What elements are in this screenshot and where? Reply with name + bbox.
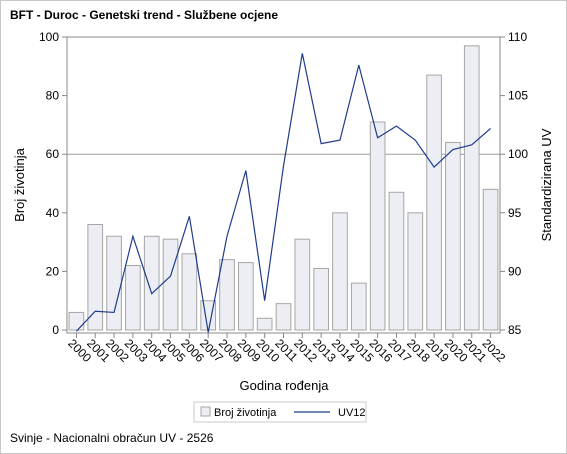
y-axis-label: Broj životinja [12, 147, 27, 221]
bar-2010 [256, 317, 273, 331]
bar-2008 [219, 259, 235, 331]
right-tick-label: 105 [508, 89, 528, 103]
bar-2018 [407, 212, 424, 331]
legend-box [193, 401, 367, 423]
bar-2020 [445, 141, 461, 331]
bar-2009 [238, 262, 254, 331]
footnote: Svinje - Nacionalni obračun UV - 2526 [10, 431, 214, 445]
right-tick-label: 110 [508, 30, 527, 44]
right-tick-label: 85 [508, 323, 522, 337]
bar-2003 [125, 265, 141, 331]
y2-axis-label: Standardizirana UV [539, 128, 554, 241]
left-tick-label: 20 [46, 264, 60, 278]
bar-2013 [313, 267, 329, 331]
left-tick-label: 60 [46, 147, 60, 161]
bar-2022 [482, 188, 499, 331]
right-tick-label: 95 [508, 206, 522, 220]
left-tick-label: 0 [52, 323, 59, 337]
right-tick-label: 100 [508, 147, 528, 161]
bar-2017 [388, 191, 405, 331]
x-axis-ticks: 2000200120022003200420052006200720082009… [65, 333, 508, 365]
bars-group [68, 45, 499, 331]
right-axis-ticks: 85 90 95 100 105 110 [500, 30, 528, 337]
bar-2016 [369, 121, 386, 331]
left-axis-ticks: 0 20 40 60 80 100 [39, 30, 67, 337]
bar-2015 [350, 282, 367, 331]
x-axis-label: Godina rođenja [240, 378, 330, 393]
bar-2011 [275, 303, 292, 331]
left-tick-label: 40 [46, 206, 60, 220]
bar-2021 [463, 45, 480, 331]
uv12-line [75, 53, 491, 333]
legend-bar-swatch [200, 406, 211, 417]
bar-2005 [162, 238, 179, 331]
left-tick-label: 100 [39, 30, 59, 44]
legend: Broj životinja UV12 [193, 401, 367, 423]
bar-2000 [68, 311, 85, 331]
bar-2004 [143, 235, 160, 331]
bar-2019 [426, 74, 442, 331]
legend-line-label: UV12 [338, 407, 366, 419]
bar-2012 [294, 238, 311, 331]
left-tick-label: 80 [46, 89, 60, 103]
legend-bar-label: Broj životinja [214, 407, 277, 419]
bar-2002 [106, 235, 122, 331]
bar-2014 [332, 212, 348, 331]
bar-2006 [181, 253, 198, 331]
bar-2001 [87, 224, 104, 331]
right-tick-label: 90 [508, 264, 522, 278]
chart-title: BFT - Duroc - Genetski trend - Službene … [10, 8, 279, 22]
